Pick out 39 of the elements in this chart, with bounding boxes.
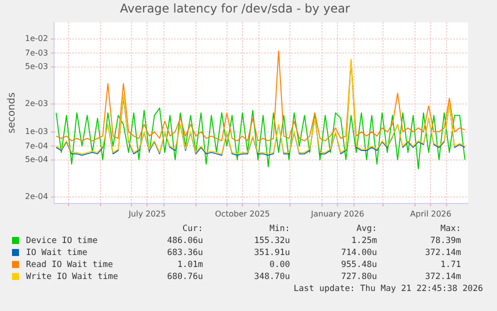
x-tick-label: April 2026	[410, 209, 452, 218]
y-tick-label: 7e-04	[25, 141, 48, 150]
y-axis-title: seconds	[6, 92, 18, 134]
text: Cur:	[182, 224, 203, 234]
text: 1.25m	[351, 236, 377, 246]
y-tick-label: 5e-04	[25, 154, 48, 164]
legend-label: Device IO time	[26, 236, 98, 246]
text: Max:	[440, 224, 461, 234]
y-tick-label: 2e-04	[25, 192, 48, 201]
text: 78.39m	[430, 236, 461, 246]
text: 351.91u	[254, 248, 290, 258]
text: 1.71	[440, 260, 461, 270]
text: Min:	[270, 224, 290, 234]
y-tick-label: 7e-03	[25, 48, 48, 58]
text: Last update: Thu May 21 22:45:38 2026	[294, 284, 483, 294]
text: 155.32u	[254, 236, 290, 246]
text: 955.48u	[341, 260, 377, 270]
legend-label: Read IO Wait time	[26, 260, 113, 270]
y-tick-label: 5e-03	[25, 62, 48, 71]
text: Avg:	[356, 224, 377, 234]
text: 1.01m	[177, 260, 203, 270]
x-tick-label: January 2026	[310, 209, 364, 218]
chart-title: Average latency for /dev/sda - by year	[120, 1, 350, 16]
text: 486.06u	[167, 236, 203, 246]
text: 0.00	[270, 260, 290, 270]
legend-label: IO Wait time	[26, 248, 88, 258]
x-tick-label: July 2025	[128, 209, 166, 218]
x-tick-label: October 2025	[214, 209, 270, 218]
text: 372.14m	[425, 272, 461, 282]
y-tick-label: 1e-03	[25, 126, 48, 136]
text: 372.14m	[425, 248, 461, 258]
text: 714.00u	[341, 248, 377, 258]
text: 348.70u	[254, 272, 290, 282]
legend-label: Write IO Wait time	[26, 272, 118, 282]
text: 727.80u	[341, 272, 377, 282]
y-tick-label: 1e-02	[25, 34, 48, 43]
text: 680.76u	[167, 272, 203, 282]
y-tick-label: 2e-03	[25, 98, 48, 108]
text: 683.36u	[167, 248, 203, 258]
